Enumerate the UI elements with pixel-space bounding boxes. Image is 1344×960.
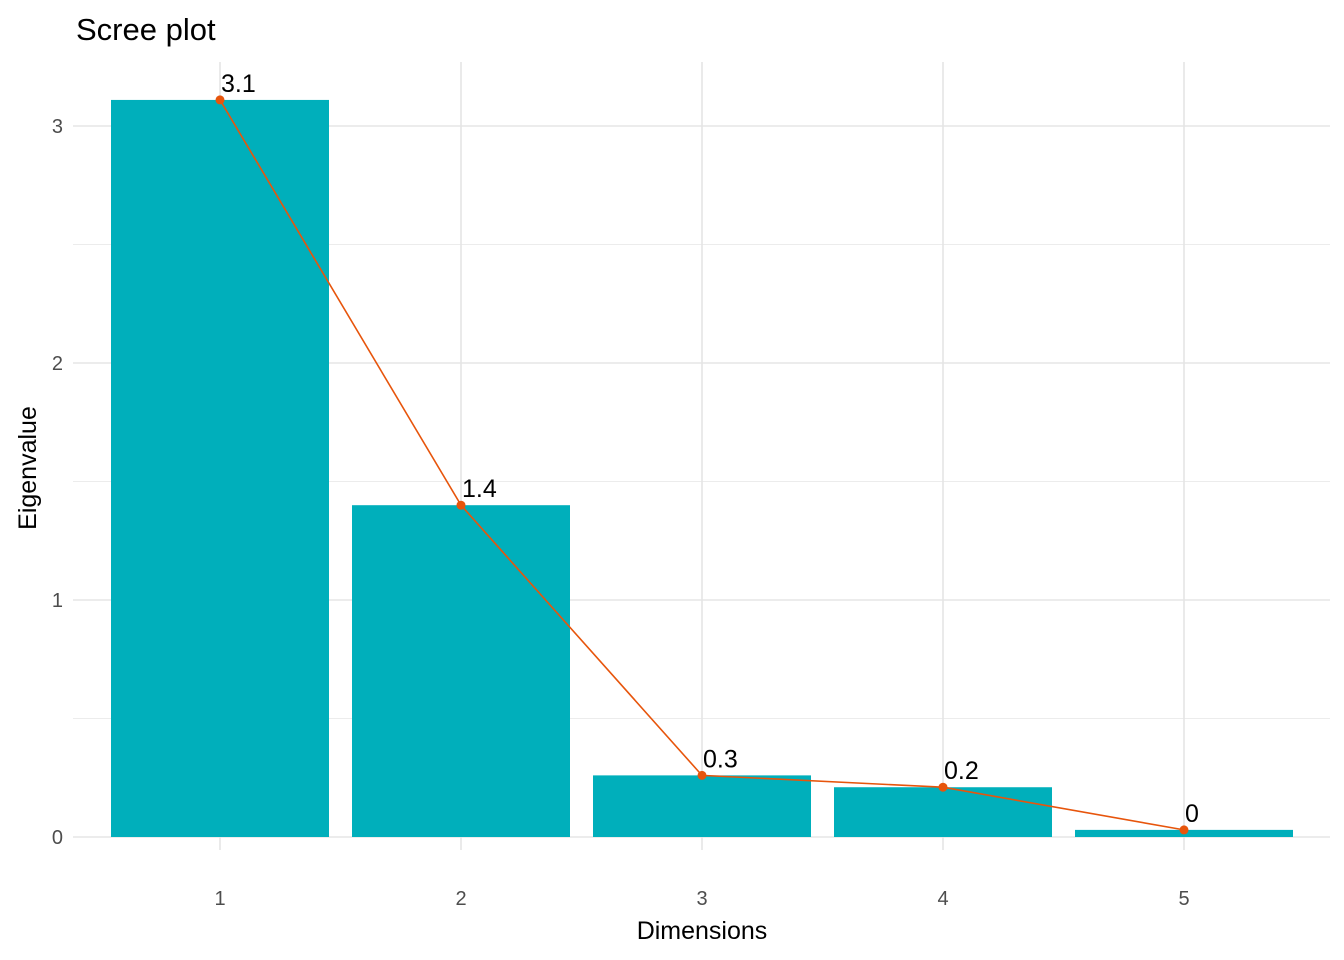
data-label: 0 <box>1185 800 1199 828</box>
y-tick-label: 0 <box>52 827 63 849</box>
series-point <box>938 782 948 792</box>
series-point <box>215 95 225 105</box>
x-tick-label: 1 <box>214 888 225 910</box>
bar-layer <box>111 99 1293 838</box>
series-point <box>456 500 466 510</box>
x-tick-label: 3 <box>696 888 707 910</box>
x-axis-title: Dimensions <box>637 917 768 945</box>
x-tick-label: 4 <box>937 888 948 910</box>
label-layer: 3.1 1.4 0.3 0.2 0 <box>221 70 1199 828</box>
x-tick-label: 5 <box>1178 888 1189 910</box>
bar <box>593 775 811 837</box>
tick-layer: 0 1 2 3 1 2 3 4 5 <box>52 116 1190 910</box>
line-layer <box>215 95 1189 835</box>
y-tick-label: 1 <box>52 590 63 612</box>
data-label: 3.1 <box>221 70 256 98</box>
y-tick-label: 3 <box>52 116 63 138</box>
bar <box>111 99 329 838</box>
bar <box>352 505 570 837</box>
data-label: 0.3 <box>703 745 738 773</box>
data-label: 0.2 <box>944 757 979 785</box>
data-label: 1.4 <box>462 475 497 503</box>
series-point <box>1179 825 1189 835</box>
x-tick-label: 2 <box>455 888 466 910</box>
chart-title: Scree plot <box>76 12 216 47</box>
series-point <box>697 770 707 780</box>
y-tick-label: 2 <box>52 353 63 375</box>
y-axis-title: Eigenvalue <box>14 406 42 530</box>
bar <box>834 787 1052 837</box>
